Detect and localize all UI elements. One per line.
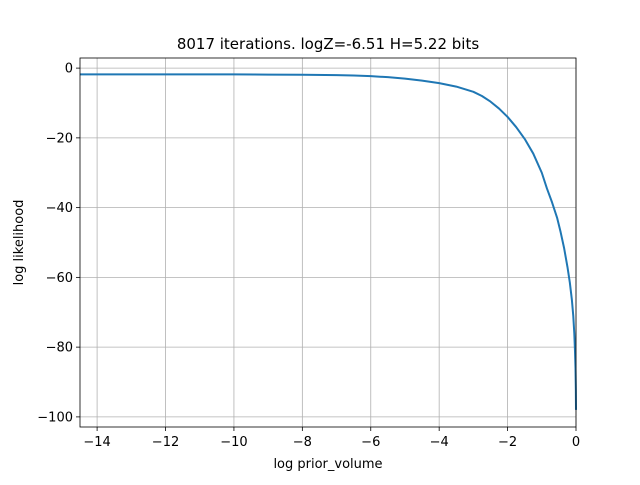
series-layer bbox=[80, 73, 577, 410]
x-tick-label: −10 bbox=[220, 435, 247, 450]
x-tick-label: −8 bbox=[293, 435, 312, 450]
series-line bbox=[80, 73, 577, 410]
y-tick-label: −80 bbox=[46, 341, 73, 356]
x-tick-label: −6 bbox=[361, 435, 380, 450]
y-tick-label: −100 bbox=[37, 410, 73, 425]
y-tick-label: −40 bbox=[46, 201, 73, 216]
grid bbox=[80, 58, 577, 427]
y-tick-label: −20 bbox=[46, 131, 73, 146]
y-axis-label: log likelihood bbox=[12, 200, 27, 286]
x-tick-label: 0 bbox=[572, 435, 580, 450]
x-tick-label: −2 bbox=[498, 435, 517, 450]
chart-title: 8017 iterations. logZ=-6.51 H=5.22 bits bbox=[177, 35, 480, 53]
x-tick-label: −4 bbox=[430, 435, 449, 450]
y-tick-label: −60 bbox=[46, 271, 73, 286]
x-axis-ticks: −14 −12 −10 −8 −6 −4 −2 0 bbox=[83, 427, 580, 450]
x-axis-label: log prior_volume bbox=[273, 457, 382, 472]
x-tick-label: −14 bbox=[83, 435, 110, 450]
y-tick-label: 0 bbox=[65, 62, 73, 77]
plot-frame bbox=[79, 57, 577, 428]
y-axis-ticks: 0 −20 −40 −60 −80 −100 bbox=[37, 62, 80, 425]
x-tick-label: −12 bbox=[152, 435, 179, 450]
